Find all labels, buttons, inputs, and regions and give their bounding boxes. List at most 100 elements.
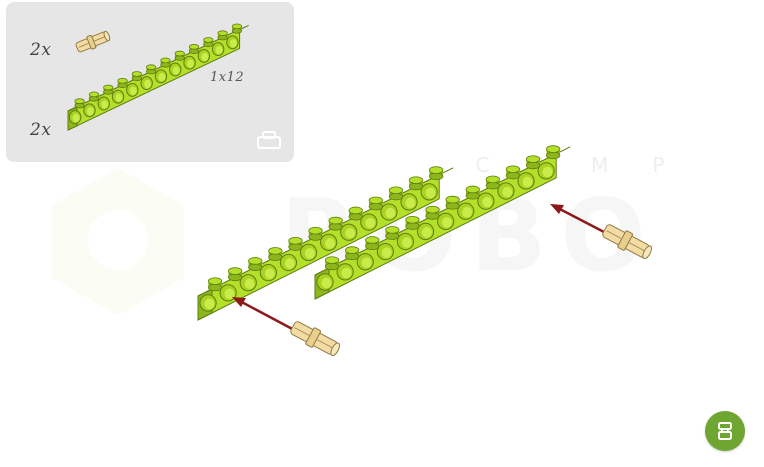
beam-left [197,166,454,321]
pin-collar [86,34,97,50]
pin-collar [305,327,321,348]
beam-stud [74,98,85,104]
beam-hole-inner [385,207,396,219]
beam-stud-base [365,242,380,251]
beam-stud-base [485,181,500,190]
beam-stud-base [248,263,263,272]
beam-hole-inner [341,267,352,279]
beam-stud [525,155,541,163]
pin-left [290,321,340,357]
brick-outline-icon [257,131,281,149]
beam-stud [174,50,185,57]
beam-stud-base [408,182,424,191]
beam-stud-base [324,262,340,271]
beam-hole-inner [204,298,215,310]
beam-stud-base [308,233,323,241]
beam-stud-base [348,212,363,221]
beam-hole-inner [462,206,473,218]
beam-hole-inner [401,237,412,248]
beam-stud [268,247,283,255]
beam-stud-base [429,172,444,181]
beam-hole-inner [522,176,533,188]
beam-hole-inner [244,278,255,290]
beam-stud [217,30,228,36]
beam-hole-inner [502,186,513,198]
parts-menu-button[interactable] [705,411,745,451]
beam-stud-base [525,161,541,170]
beam-hole-inner [86,107,94,116]
beam-hole-inner [365,217,376,229]
beam-stud [368,196,383,205]
beam-stud [188,43,200,50]
watermark-hexagon-hole [88,210,148,270]
beam-stud [485,175,500,184]
beam-hole-inner [361,257,372,269]
beam-stud [385,226,400,234]
pin-right [602,224,652,260]
pin-end [330,342,340,357]
pin-quantity: 2x [30,40,52,60]
beam-stud-base [405,222,420,230]
beam-hole-inner [229,39,237,48]
beam-stud [131,71,143,77]
beam-stud [160,57,171,64]
beam-hole-inner [115,93,123,102]
beam-stud [228,267,243,275]
beam-stud [445,195,460,204]
beam-hole-inner [215,45,223,55]
beam-hole-inner [72,113,80,123]
beam-quantity: 2x [30,120,52,140]
beam-hole-inner [304,248,315,259]
parts-list-panel: 2x 2x 1x12 [6,2,294,162]
beam-stud-base [207,283,223,292]
beam-stud [207,277,223,285]
beam-hole-inner [482,196,493,208]
beam-stud [348,206,363,215]
beam-stud-base [345,252,360,261]
beam-stud [365,236,380,244]
beam-hole-inner [325,238,335,249]
beam-hole-inner [201,52,209,62]
beam-hole-inner [264,268,275,279]
beam-stud-base [288,243,303,251]
beam-hole-inner [442,217,452,228]
beam-stud-base [465,191,480,200]
pin-part [75,30,111,53]
beam-stud-base [385,232,400,240]
beam-stud-base [425,212,440,220]
beam-stud [345,246,360,254]
beam-stud [203,37,214,43]
beam-stud [308,226,323,235]
parts-illustration [67,23,249,131]
beam-right [314,145,571,300]
beam-stud [388,186,404,195]
beam-hole-inner [284,258,295,269]
beam-hole-inner [321,277,332,289]
beam-hole-inner [187,59,194,68]
beam-stud [117,77,128,84]
beam-hole-inner [425,187,436,199]
beam-stud [324,256,340,264]
pin-end [642,245,652,260]
beam-stud-base [268,253,283,261]
beam-stud-base [328,223,343,231]
beam-stud [328,216,343,225]
beam-stud [288,236,303,245]
beam-stud-base [546,151,561,160]
beam-stud [103,84,114,91]
beam-stud-base [388,192,404,201]
beam-size-label: 1x12 [210,70,245,85]
beam-stud-base [505,171,521,180]
beam-hole-inner [172,66,180,75]
beam-stud [546,145,561,153]
beam-stud-base [368,202,383,211]
beam-hole-inner [144,79,152,89]
beam-stud [505,165,521,174]
beam-hole-inner [129,86,137,96]
beam-stud [145,64,157,70]
pin-collar [617,230,633,251]
beam-hole-inner [381,247,392,258]
beam-stud [248,257,263,265]
beam-hole-inner [224,288,235,300]
